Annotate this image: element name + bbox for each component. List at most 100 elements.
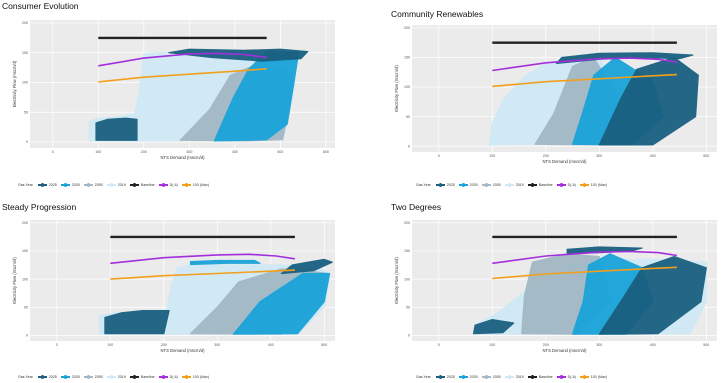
series-line-d-6- (492, 57, 678, 72)
legend-label: Baseline (538, 375, 553, 379)
legend-item: Baseline (527, 375, 553, 379)
legend-label: 2050 (492, 375, 501, 379)
scatter-region-2025 (472, 318, 515, 335)
x-tick-label: 500 (277, 150, 283, 154)
x-tick-label: 500 (703, 154, 709, 158)
legend-swatch (60, 183, 70, 187)
x-tick-label: 100 (489, 154, 495, 158)
x-tick-label: 0 (438, 343, 440, 347)
legend-swatch (37, 183, 47, 187)
legend-label: Baseline (140, 183, 155, 187)
legend-swatch (527, 183, 537, 187)
legend-label: 100 (Max) (590, 183, 607, 187)
legend-swatch (106, 375, 116, 379)
series-line-100-max- (492, 266, 677, 280)
chart-title: Steady Progression (2, 202, 77, 212)
legend-swatch (158, 375, 168, 379)
chart-title: Community Renewables (391, 9, 484, 19)
y-tick-label: 100 (404, 85, 410, 89)
legend-swatch (579, 375, 589, 379)
legend-swatch (158, 183, 168, 187)
legend-item: 2019 (106, 375, 126, 379)
legend-item: 2019 (504, 375, 524, 379)
legend-title: Gas Year (18, 375, 33, 379)
legend-item: 100 (Max) (181, 375, 209, 379)
legend-label: 2050 (94, 375, 103, 379)
series-line-d-6- (98, 52, 267, 67)
legend-swatch (458, 183, 468, 187)
legend-label: D(-6) (567, 375, 576, 379)
legend-label: 2025 (48, 375, 57, 379)
legend-swatch (458, 375, 468, 379)
scatter-region-2025 (95, 117, 138, 141)
legend-swatch (129, 183, 139, 187)
legend-item: 2019 (106, 183, 126, 187)
legend-swatch (37, 375, 47, 379)
x-tick-label: 300 (596, 343, 602, 347)
legend-label: 100 (Max) (192, 375, 209, 379)
legend-item: 2030 (458, 375, 478, 379)
x-tick-label: 400 (268, 343, 274, 347)
legend-item: 2050 (83, 183, 103, 187)
legend-item: Baseline (129, 183, 155, 187)
legend-label: 2050 (94, 183, 103, 187)
y-tick-label: 0 (408, 144, 410, 148)
y-tick-label: 150 (404, 56, 410, 60)
legend-label: 2030 (71, 183, 80, 187)
series-line-d-6- (492, 250, 678, 265)
y-tick-label: 100 (22, 277, 28, 281)
legend-swatch (481, 183, 491, 187)
x-tick-label: 0 (52, 150, 54, 154)
legend-swatch (481, 375, 491, 379)
legend-swatch (435, 183, 445, 187)
legend-title: Gas Year (416, 375, 431, 379)
x-tick-label: 500 (321, 343, 327, 347)
series-line-100-max- (98, 68, 267, 83)
y-axis-label: Electricity Flow (mscm/d) (12, 60, 17, 107)
legend-label: D(-6) (169, 375, 178, 379)
legend-label: 2050 (492, 183, 501, 187)
legend-item: 2030 (458, 183, 478, 187)
legend-label: D(-6) (567, 183, 576, 187)
y-axis-label: Electricity Flow (mscm/d) (394, 65, 399, 112)
x-tick-label: 600 (323, 150, 329, 154)
legend-item: D(-6) (556, 183, 576, 187)
legend-swatch (83, 375, 93, 379)
x-tick-label: 0 (438, 154, 440, 158)
x-tick-label: 300 (186, 150, 192, 154)
x-tick-label: 500 (703, 343, 709, 347)
legend-label: 2025 (446, 375, 455, 379)
legend-swatch (181, 375, 191, 379)
legend-item: 2050 (481, 183, 501, 187)
y-axis-label: Electricity Flow (mscm/d) (394, 257, 399, 304)
legend-item: 2025 (435, 183, 455, 187)
legend-item: 2030 (60, 375, 80, 379)
scatter-region-2025 (598, 56, 699, 146)
chart-title: Two Degrees (391, 202, 442, 212)
legend-swatch (106, 183, 116, 187)
y-tick-label: 200 (404, 26, 410, 30)
x-tick-label: 100 (489, 343, 495, 347)
series-line-d-6- (110, 253, 296, 265)
series-line-100-max- (492, 73, 677, 88)
legend-label: 2030 (71, 375, 80, 379)
legend-swatch (556, 375, 566, 379)
legend-title: Gas Year (18, 183, 33, 187)
legend-label: 100 (Max) (590, 375, 607, 379)
legend-swatch (181, 183, 191, 187)
legend-item: 2050 (481, 375, 501, 379)
legend-label: 2019 (117, 375, 126, 379)
x-tick-label: 200 (161, 343, 167, 347)
y-tick-label: 50 (406, 305, 410, 309)
legend-item: 100 (Max) (579, 183, 607, 187)
y-tick-label: 50 (406, 115, 410, 119)
chart-legend: Gas Year 2025 2030 2050 2019 Baseline D(-6) 100… (416, 375, 611, 379)
y-tick-label: 0 (26, 334, 28, 338)
legend-item: 2025 (37, 183, 57, 187)
legend-label: Baseline (140, 375, 155, 379)
legend-item: 2050 (83, 375, 103, 379)
legend-item: 2019 (504, 183, 524, 187)
legend-item: Baseline (527, 183, 553, 187)
legend-item: Baseline (129, 375, 155, 379)
scatter-region-2025 (104, 309, 170, 335)
